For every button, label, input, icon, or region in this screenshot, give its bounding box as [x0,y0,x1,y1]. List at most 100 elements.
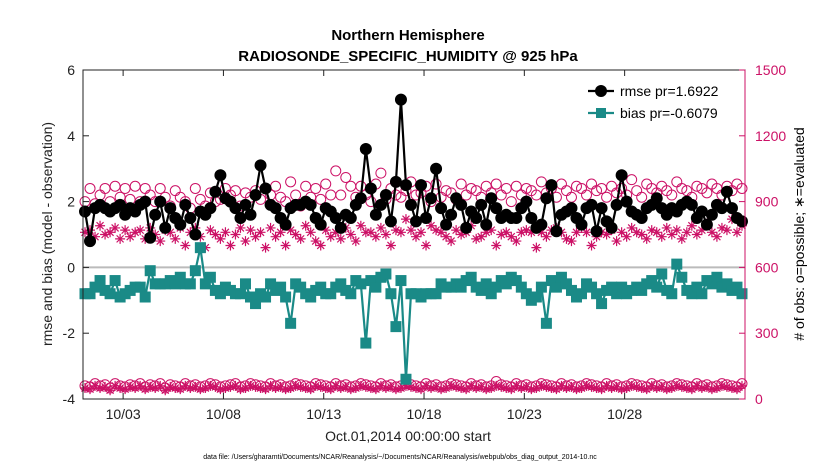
obs-evaluated-point [125,231,136,242]
obs-evaluated-point [370,384,381,395]
obs-evaluated-point [220,383,231,394]
obs-evaluated-point [646,225,657,236]
obs-evaluated-point [340,381,351,392]
obs-evaluated-point [380,383,391,394]
obs-possible-point [440,185,452,197]
obs-evaluated-point [486,225,497,236]
obs-evaluated-point [566,236,577,247]
obs-evaluated-point [511,380,522,391]
obs-evaluated-point [596,384,607,395]
obs-possible-point [591,185,603,197]
bias-series-point [540,317,552,329]
obs-possible-point [315,193,327,205]
obs-evaluated-point [390,384,401,395]
obs-possible-point [455,178,467,190]
obs-evaluated-point [250,231,261,242]
obs-evaluated-point [446,380,457,391]
rmse-series-point [314,218,327,231]
rmse-series-point [254,159,267,172]
rmse-series-point [705,208,718,221]
obs-evaluated-point [451,225,462,236]
rmse-series-point [510,212,523,225]
obs-evaluated-point [365,383,376,394]
y-tick-label-right: 1200 [755,128,786,144]
obs-evaluated-point [651,383,662,394]
bias-series-point [576,288,588,300]
bias-series-point [355,278,367,290]
legend-box [584,80,736,126]
y-tick-label-left: 4 [67,128,75,144]
obs-evaluated-point [656,381,667,392]
rmse-series-point [204,202,217,215]
obs-evaluated-point [90,380,101,391]
obs-possible-point [570,180,582,192]
obs-evaluated-point [240,236,251,247]
bias-series-point [666,288,678,300]
y-tick-label-left: 0 [67,259,75,275]
obs-evaluated-point [255,227,266,238]
obs-evaluated-point [185,383,196,394]
obs-evaluated-point [375,222,386,233]
obs-evaluated-point [260,242,271,253]
x-axis-label: Oct.01,2014 00:00:00 start [325,428,491,444]
obs-evaluated-point [711,231,722,242]
obs-evaluated-point [120,384,131,395]
obs-evaluated-point [205,380,216,391]
obs-evaluated-point [165,227,176,238]
rmse-series-point [229,202,242,215]
obs-evaluated-point [370,231,381,242]
obs-evaluated-point [521,225,532,236]
obs-evaluated-point [155,380,166,391]
obs-evaluated-point [491,380,502,391]
obs-evaluated-point [405,381,416,392]
series-evaluated-low [80,380,747,396]
rmse-series-point [379,189,392,202]
rmse-series-point [209,185,222,198]
obs-evaluated-point [195,384,206,395]
rmse-series-point [440,218,453,231]
obs-evaluated-point [225,381,236,392]
obs-evaluated-point [466,380,477,391]
rmse-series-point [374,198,387,211]
rmse-series-point [620,195,633,208]
obs-evaluated-point [270,231,281,242]
obs-possible-point [601,191,613,203]
obs-evaluated-point [501,383,512,394]
obs-evaluated-point [105,385,116,396]
bias-series-point [550,281,562,293]
rmse-series-point [525,212,538,225]
obs-evaluated-point [130,227,141,238]
rmse-series-point [234,212,247,225]
obs-possible-point [676,182,688,194]
y-tick-label-right: 0 [755,391,763,407]
obs-evaluated-point [145,381,156,392]
obs-evaluated-point [245,225,256,236]
obs-evaluated-point [100,229,111,240]
obs-possible-point [465,182,477,194]
obs-possible-point [535,176,547,188]
obs-evaluated-point [441,231,452,242]
obs-evaluated-point [85,384,96,395]
obs-evaluated-point [496,229,507,240]
obs-evaluated-point [696,383,707,394]
obs-evaluated-point [451,381,462,392]
obs-evaluated-point [541,381,552,392]
obs-evaluated-point [646,380,657,391]
obs-evaluated-point [175,384,186,395]
rmse-series-point [590,225,603,238]
obs-evaluated-point [696,225,707,236]
legend-rmse-label: rmse pr=1.6922 [620,83,719,99]
obs-evaluated-point [110,380,121,391]
obs-evaluated-point [621,231,632,242]
rmse-series-point [425,192,438,205]
obs-evaluated-point [671,380,682,391]
obs-evaluated-point [230,380,241,391]
bias-series-point [530,291,542,303]
bias-series-point [104,288,116,300]
bias-series-point [360,337,372,349]
obs-possible-point [505,196,517,208]
obs-evaluated-point [85,225,96,236]
obs-evaluated-point [355,380,366,391]
obs-evaluated-point [390,225,401,236]
obs-evaluated-point [416,227,427,238]
